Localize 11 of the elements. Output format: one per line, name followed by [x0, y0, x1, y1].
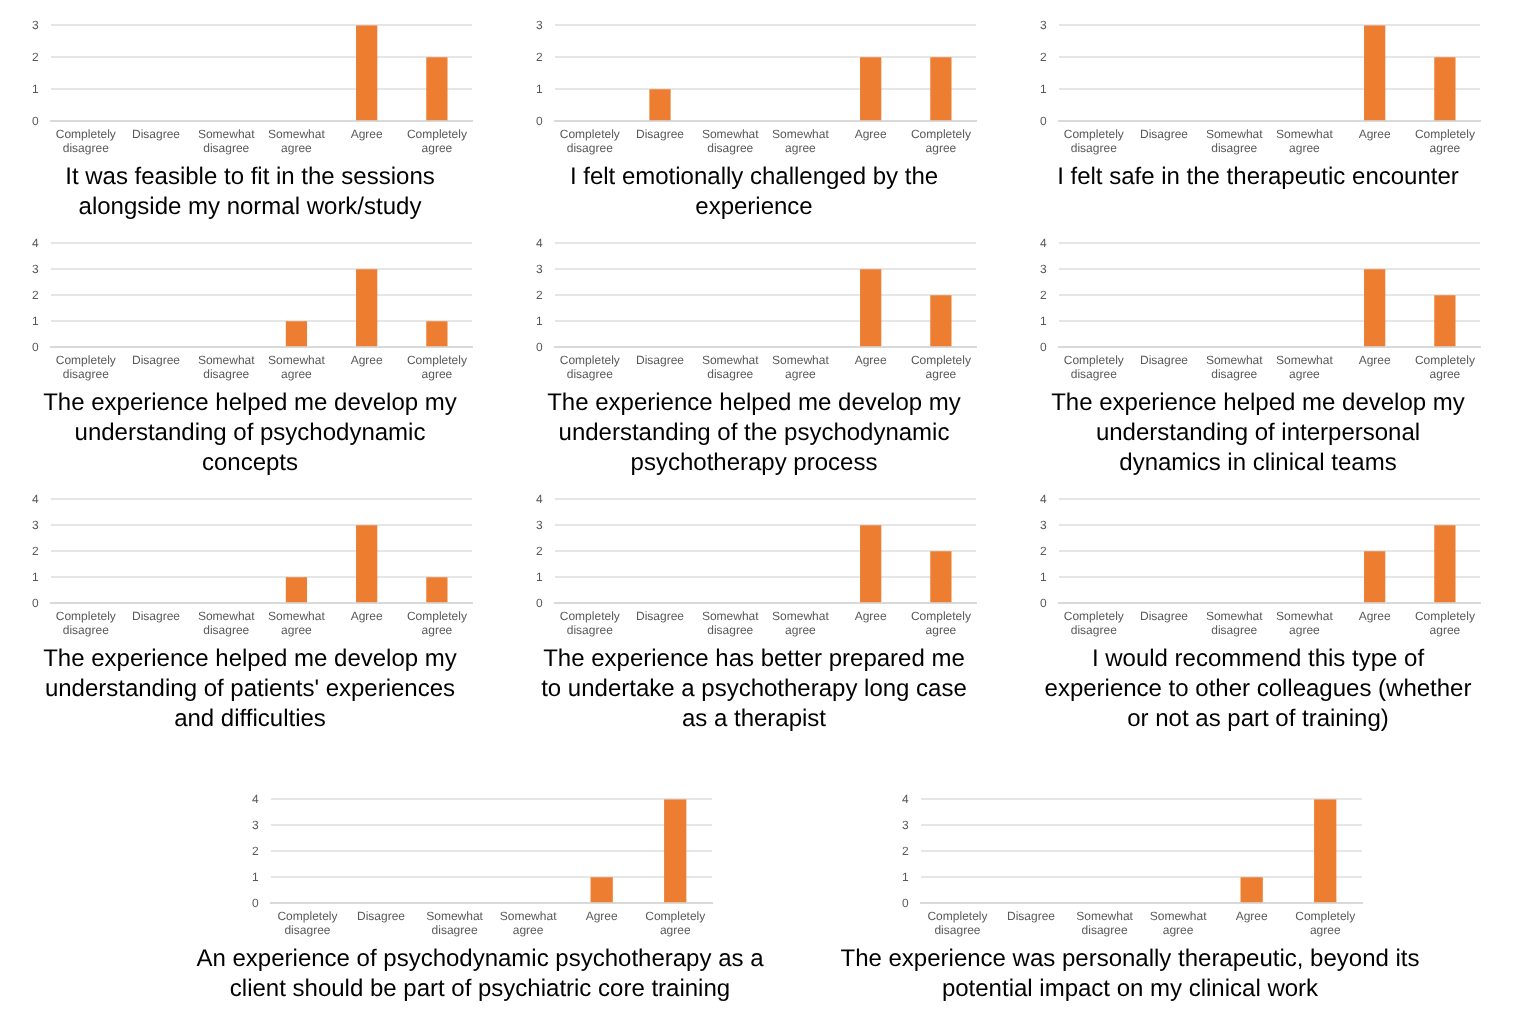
text: The experience was personally therapeutic, beyond its potential impact on my clinical work: [840, 944, 1420, 1004]
text: It was feasible to fit in the sessions alongside my normal work/study: [63, 162, 437, 222]
text: The experience helped me develop my understanding of the psychodynamic psychotherapy process: [545, 388, 963, 478]
text: An experience of psychodynamic psychotherapy as a client should be part of psychiatric core training: [194, 944, 766, 1004]
text: The experience helped me develop my understanding of interpersonal dynamics in clinical teams: [1049, 388, 1467, 478]
text: I felt safe in the therapeutic encounter: [1055, 162, 1461, 192]
text: The experience helped me develop my understanding of psychodynamic concepts: [41, 388, 459, 478]
text: I felt emotionally challenged by the experience: [567, 162, 941, 222]
text: The experience helped me develop my understanding of patients' experiences and difficulties: [41, 644, 459, 734]
text: I would recommend this type of experience to other colleagues (whether or not as part of training): [1043, 644, 1473, 734]
text: The experience has better prepared me to undertake a psychotherapy long case as a therapist: [539, 644, 969, 734]
